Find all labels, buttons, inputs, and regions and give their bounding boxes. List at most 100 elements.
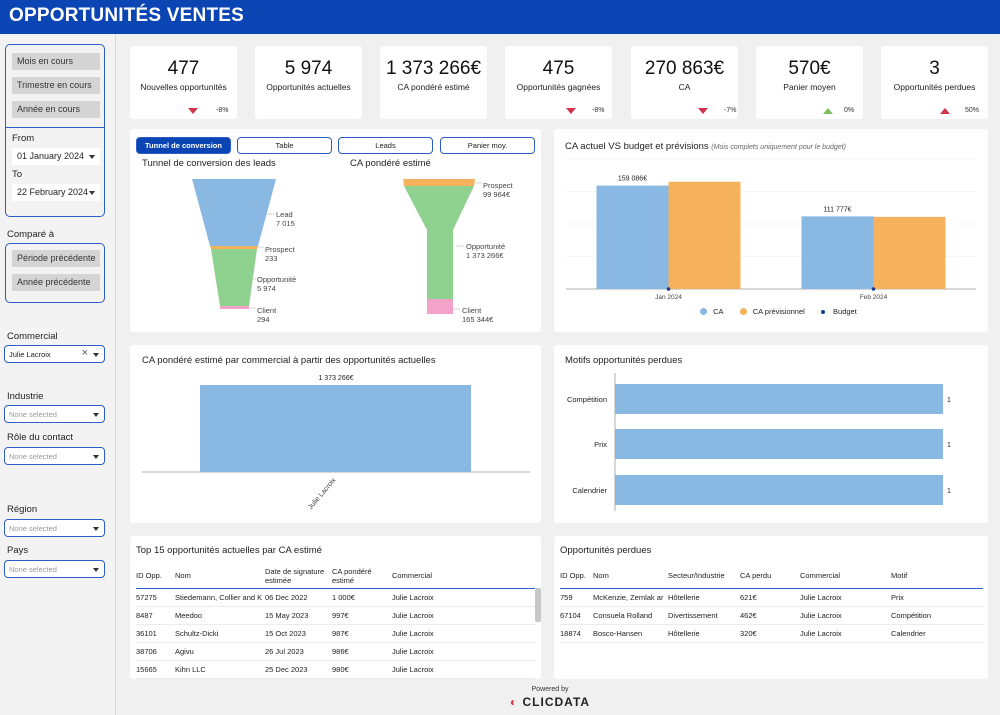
role-placeholder: None selected (9, 452, 57, 461)
data-label: 159 086€ (618, 176, 647, 183)
commercial-select[interactable]: Julie Lacroix × (4, 345, 105, 363)
bar-ca-1 (801, 216, 874, 289)
column-header[interactable]: Commercial (800, 564, 891, 589)
x-tick-label: Feb 2024 (860, 294, 888, 301)
industrie-placeholder: None selected (9, 410, 57, 419)
kpi-label: CA pondéré estimé (397, 82, 470, 92)
funnel-label: Lead 7 015 (276, 210, 295, 228)
perdues-panel: Opportunités perdues ID Opp. Nom Secteur… (554, 536, 988, 679)
commercial-value: Julie Lacroix (9, 350, 51, 359)
chevron-down-icon (89, 191, 95, 195)
legend-ca-marker (700, 308, 707, 315)
table-row[interactable]: 15665 Kihn LLC 25 Dec 2023 980€ Julie Lacroi… (136, 660, 535, 679)
kpi-label: Panier moyen (783, 82, 836, 92)
cell-id: 15665 (136, 660, 175, 679)
cell-ca: 997€ (332, 606, 392, 625)
table-row[interactable]: 8487 Meedoo 15 May 2023 997€ Julie Lacroix (136, 606, 535, 625)
funnel-client-segment (220, 306, 249, 309)
cell-ca: 987€ (332, 624, 392, 643)
bar-prev-0 (668, 181, 741, 289)
commercial-chart-panel: CA pondéré estimé par commercial à parti… (130, 345, 541, 523)
column-header[interactable]: CA pondéré estimé (332, 564, 392, 589)
from-date-value: 01 January 2024 (17, 151, 85, 161)
cell-motif: Compétition (891, 606, 983, 625)
kpi-percent: -8% (592, 107, 605, 114)
kpi-card: 270 863€ CA -7% (631, 46, 738, 119)
kpi-percent: 0% (844, 107, 855, 114)
table-row[interactable]: 38706 Agivu 26 Jul 2023 986€ Julie Lacroix (136, 642, 535, 661)
cell-id: 38706 (136, 642, 175, 661)
column-header[interactable]: ID Opp. (136, 564, 175, 589)
column-header[interactable]: CA perdu (740, 564, 800, 589)
column-header[interactable]: Date de signature estimée (265, 564, 332, 589)
filter-sidebar: Mois en cours Trimestre en cours Année e… (0, 34, 116, 715)
column-header[interactable]: Secteur/Industrie (668, 564, 740, 589)
budget-chart-panel: CA actuel VS budget et prévisions (Mois … (554, 129, 988, 332)
kpi-percent: -7% (724, 107, 737, 114)
table-row[interactable]: 759 McKenzie, Zemlak ar Hôtellerie 621€ Juli… (560, 588, 983, 607)
commercial-chart-title: CA pondéré estimé par commercial à parti… (142, 355, 436, 366)
cell-date: 06 Dec 2022 (265, 588, 332, 607)
table-row[interactable]: 36101 Schultz-Dicki 15 Oct 2023 987€ Julie L… (136, 624, 535, 643)
industrie-select[interactable]: None selected (4, 405, 105, 423)
kpi-card: 570€ Panier moyen 0% (756, 46, 863, 119)
table-row[interactable]: 18874 Bosco-Hansen Hôtellerie 320€ Julie Lac… (560, 624, 983, 643)
bar-motif (615, 429, 943, 459)
trend-down-icon (566, 108, 576, 114)
from-date-select[interactable]: 01 January 2024 (12, 148, 100, 165)
role-select[interactable]: None selected (4, 447, 105, 465)
region-select[interactable]: None selected (4, 519, 105, 537)
table-row[interactable]: 67104 Consuela Rolland Divertissement 462€ J… (560, 606, 983, 625)
funnel-label-name: Client (257, 306, 277, 315)
kpi-label: Opportunités perdues (893, 82, 976, 92)
tab-panier[interactable]: Panier moy. (440, 137, 535, 154)
table-row[interactable]: 57275 Stiedemann, Collier and K 06 Dec 202… (136, 588, 535, 607)
pays-select[interactable]: None selected (4, 560, 105, 578)
tab-tunnel[interactable]: Tunnel de conversion (136, 137, 231, 154)
period-year-button[interactable]: Année en cours (12, 101, 100, 118)
compare-previous-year-button[interactable]: Année précédente (12, 274, 100, 291)
motifs-chart-title: Motifs opportunités perdues (565, 355, 683, 366)
tab-table[interactable]: Table (237, 137, 332, 154)
x-tick-label: Julie Lacroix (307, 476, 338, 511)
funnel-label-value: 5 974 (257, 284, 276, 293)
bar-motif (615, 384, 943, 414)
cell-motif: Calendrier (891, 624, 983, 643)
pays-placeholder: None selected (9, 565, 57, 574)
cell-commercial: Julie Lacroix (392, 588, 535, 607)
to-date-select[interactable]: 22 February 2024 (12, 184, 100, 201)
legend-prev-marker (739, 308, 747, 315)
column-header[interactable]: ID Opp. (560, 564, 593, 589)
perdues-title: Opportunités perdues (560, 545, 652, 556)
clear-icon[interactable]: × (81, 347, 88, 359)
trend-down-icon (698, 108, 708, 114)
region-label: Région (7, 504, 38, 515)
cell-commercial: Julie Lacroix (800, 588, 891, 607)
kpi-label: Nouvelles opportunités (140, 82, 227, 92)
chevron-down-icon (93, 413, 99, 417)
column-header[interactable]: Motif (891, 564, 983, 589)
cell-nom: Meedoo (175, 606, 265, 625)
funnel-label-value: 7 015 (276, 219, 295, 228)
column-header[interactable]: Commercial (392, 564, 535, 589)
cell-nom: Stiedemann, Collier and K (175, 588, 265, 607)
cell-commercial: Julie Lacroix (392, 642, 535, 661)
period-quarter-button[interactable]: Trimestre en cours (12, 77, 100, 94)
budget-marker (871, 287, 876, 291)
chevron-down-icon (93, 527, 99, 531)
funnel-label: Prospect 233 (265, 245, 295, 263)
cell-id: 8487 (136, 606, 175, 625)
kpi-value: 270 863€ (644, 58, 725, 79)
period-month-button[interactable]: Mois en cours (12, 53, 100, 70)
kpi-card: 475 Opportunités gagnées -8% (505, 46, 612, 119)
compare-previous-period-button[interactable]: Période précédente (12, 250, 100, 267)
legend-ca-label: CA (713, 307, 724, 316)
column-header[interactable]: Nom (175, 564, 265, 589)
tab-leads[interactable]: Leads (338, 137, 433, 154)
funnel-label: Client 165 344€ (462, 306, 493, 324)
kpi-value: 5 974 (284, 58, 333, 79)
data-label: 1 (947, 488, 951, 495)
cell-date: 25 Dec 2023 (265, 660, 332, 679)
column-header[interactable]: Nom (593, 564, 668, 589)
table-scrollbar[interactable] (535, 588, 541, 622)
